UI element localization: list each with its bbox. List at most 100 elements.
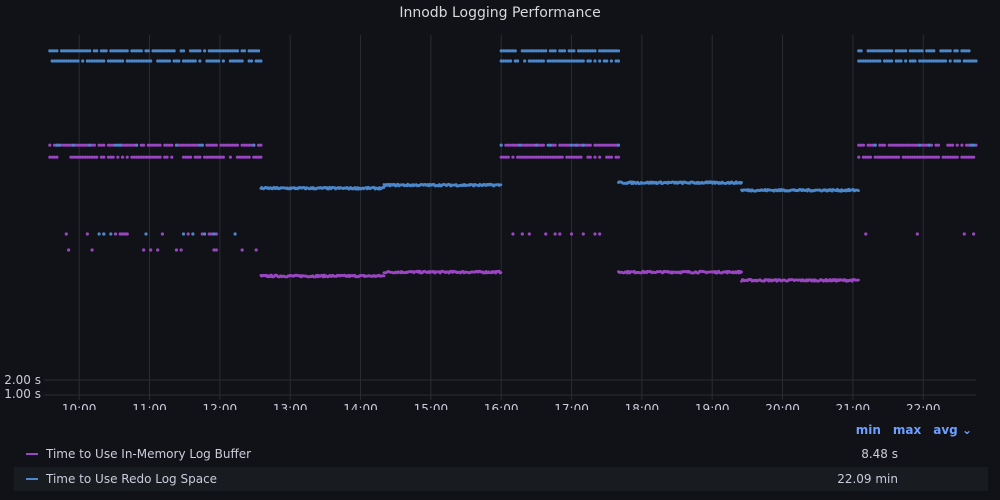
data-point: [62, 59, 66, 63]
data-point: [546, 59, 550, 63]
x-tick-label: 20:00: [765, 402, 800, 410]
data-point: [191, 49, 195, 53]
x-tick-label: 15:00: [414, 402, 449, 410]
data-point: [574, 143, 578, 147]
data-point: [875, 155, 880, 159]
data-point: [593, 232, 597, 236]
data-point: [214, 232, 218, 236]
data-point: [111, 155, 115, 159]
legend-swatch-redo: [26, 478, 38, 480]
data-point: [955, 143, 959, 147]
data-point: [740, 181, 743, 184]
data-point: [90, 143, 94, 147]
data-point: [123, 232, 127, 236]
data-point: [130, 59, 134, 63]
data-point: [861, 143, 866, 147]
data-point: [228, 155, 232, 159]
data-point: [553, 49, 557, 53]
chevron-down-icon: ⌄: [961, 423, 972, 437]
data-point: [127, 59, 132, 63]
data-point: [537, 59, 541, 63]
data-point: [541, 155, 546, 159]
data-point: [539, 59, 543, 63]
data-point: [170, 155, 174, 159]
data-point: [567, 49, 571, 53]
data-point: [109, 143, 113, 147]
data-point: [934, 155, 938, 159]
data-point: [948, 155, 952, 159]
data-point: [939, 49, 943, 53]
y-tick-label: 1.00 s: [4, 387, 41, 401]
data-point: [235, 155, 240, 159]
data-point: [106, 59, 111, 63]
data-point: [62, 143, 66, 147]
data-point: [875, 49, 880, 53]
data-point: [950, 155, 955, 159]
data-point: [520, 49, 524, 53]
data-point: [965, 143, 969, 147]
data-point: [551, 59, 555, 63]
data-point: [181, 232, 186, 236]
data-point: [581, 143, 585, 147]
data-point: [553, 59, 557, 63]
data-point: [908, 155, 912, 159]
data-point: [972, 232, 976, 236]
legend-item-buffer[interactable]: Time to Use In-Memory Log Buffer 8.48 s: [14, 442, 988, 466]
data-point: [144, 232, 148, 236]
data-point: [929, 49, 934, 53]
data-point: [81, 155, 85, 159]
data-point: [207, 59, 211, 63]
legend-sort-min[interactable]: min: [855, 423, 881, 437]
data-point: [231, 59, 235, 63]
data-point: [868, 143, 873, 147]
data-point: [62, 49, 66, 53]
chart-plot-area[interactable]: 10:00 11:00 12:00 13:00 14:00 15:00 16:00 17:00…: [0, 0, 1000, 410]
data-point: [927, 143, 931, 147]
data-point: [501, 49, 506, 53]
data-point: [586, 143, 590, 147]
legend-item-redo[interactable]: Time to Use Redo Log Space 22.09 min: [14, 467, 988, 491]
data-point: [527, 232, 531, 236]
data-point: [953, 59, 957, 63]
data-point: [231, 143, 235, 147]
data-point: [513, 59, 517, 63]
data-point: [499, 49, 503, 53]
data-point: [527, 155, 531, 159]
data-point: [899, 59, 903, 63]
data-point: [967, 49, 971, 53]
data-point: [90, 155, 94, 159]
data-point: [936, 155, 941, 159]
data-point: [504, 143, 508, 147]
data-point: [857, 155, 861, 159]
data-point: [259, 155, 263, 159]
data-point: [558, 49, 562, 53]
data-point: [614, 143, 618, 147]
data-point: [873, 49, 877, 53]
legend-sort-max[interactable]: max: [892, 423, 922, 437]
data-point: [885, 155, 889, 159]
data-point: [499, 155, 503, 159]
data-point: [915, 232, 919, 236]
data-point: [151, 49, 155, 53]
data-point: [184, 143, 188, 147]
data-point: [193, 155, 197, 159]
data-point: [256, 143, 261, 147]
data-point: [99, 49, 104, 53]
data-point: [200, 232, 204, 236]
data-point: [929, 155, 934, 159]
data-point: [593, 155, 597, 159]
data-point: [252, 49, 256, 53]
data-point: [534, 143, 538, 147]
data-point: [889, 155, 894, 159]
data-point: [74, 155, 78, 159]
data-point: [156, 59, 160, 63]
data-point: [247, 59, 251, 63]
data-point: [205, 143, 209, 147]
data-point: [120, 59, 125, 63]
legend-sort-avg[interactable]: avg ⌄: [933, 423, 972, 437]
data-point: [137, 59, 141, 63]
data-point: [221, 143, 225, 147]
data-point: [567, 155, 571, 159]
data-point: [602, 49, 606, 53]
data-point: [894, 143, 898, 147]
